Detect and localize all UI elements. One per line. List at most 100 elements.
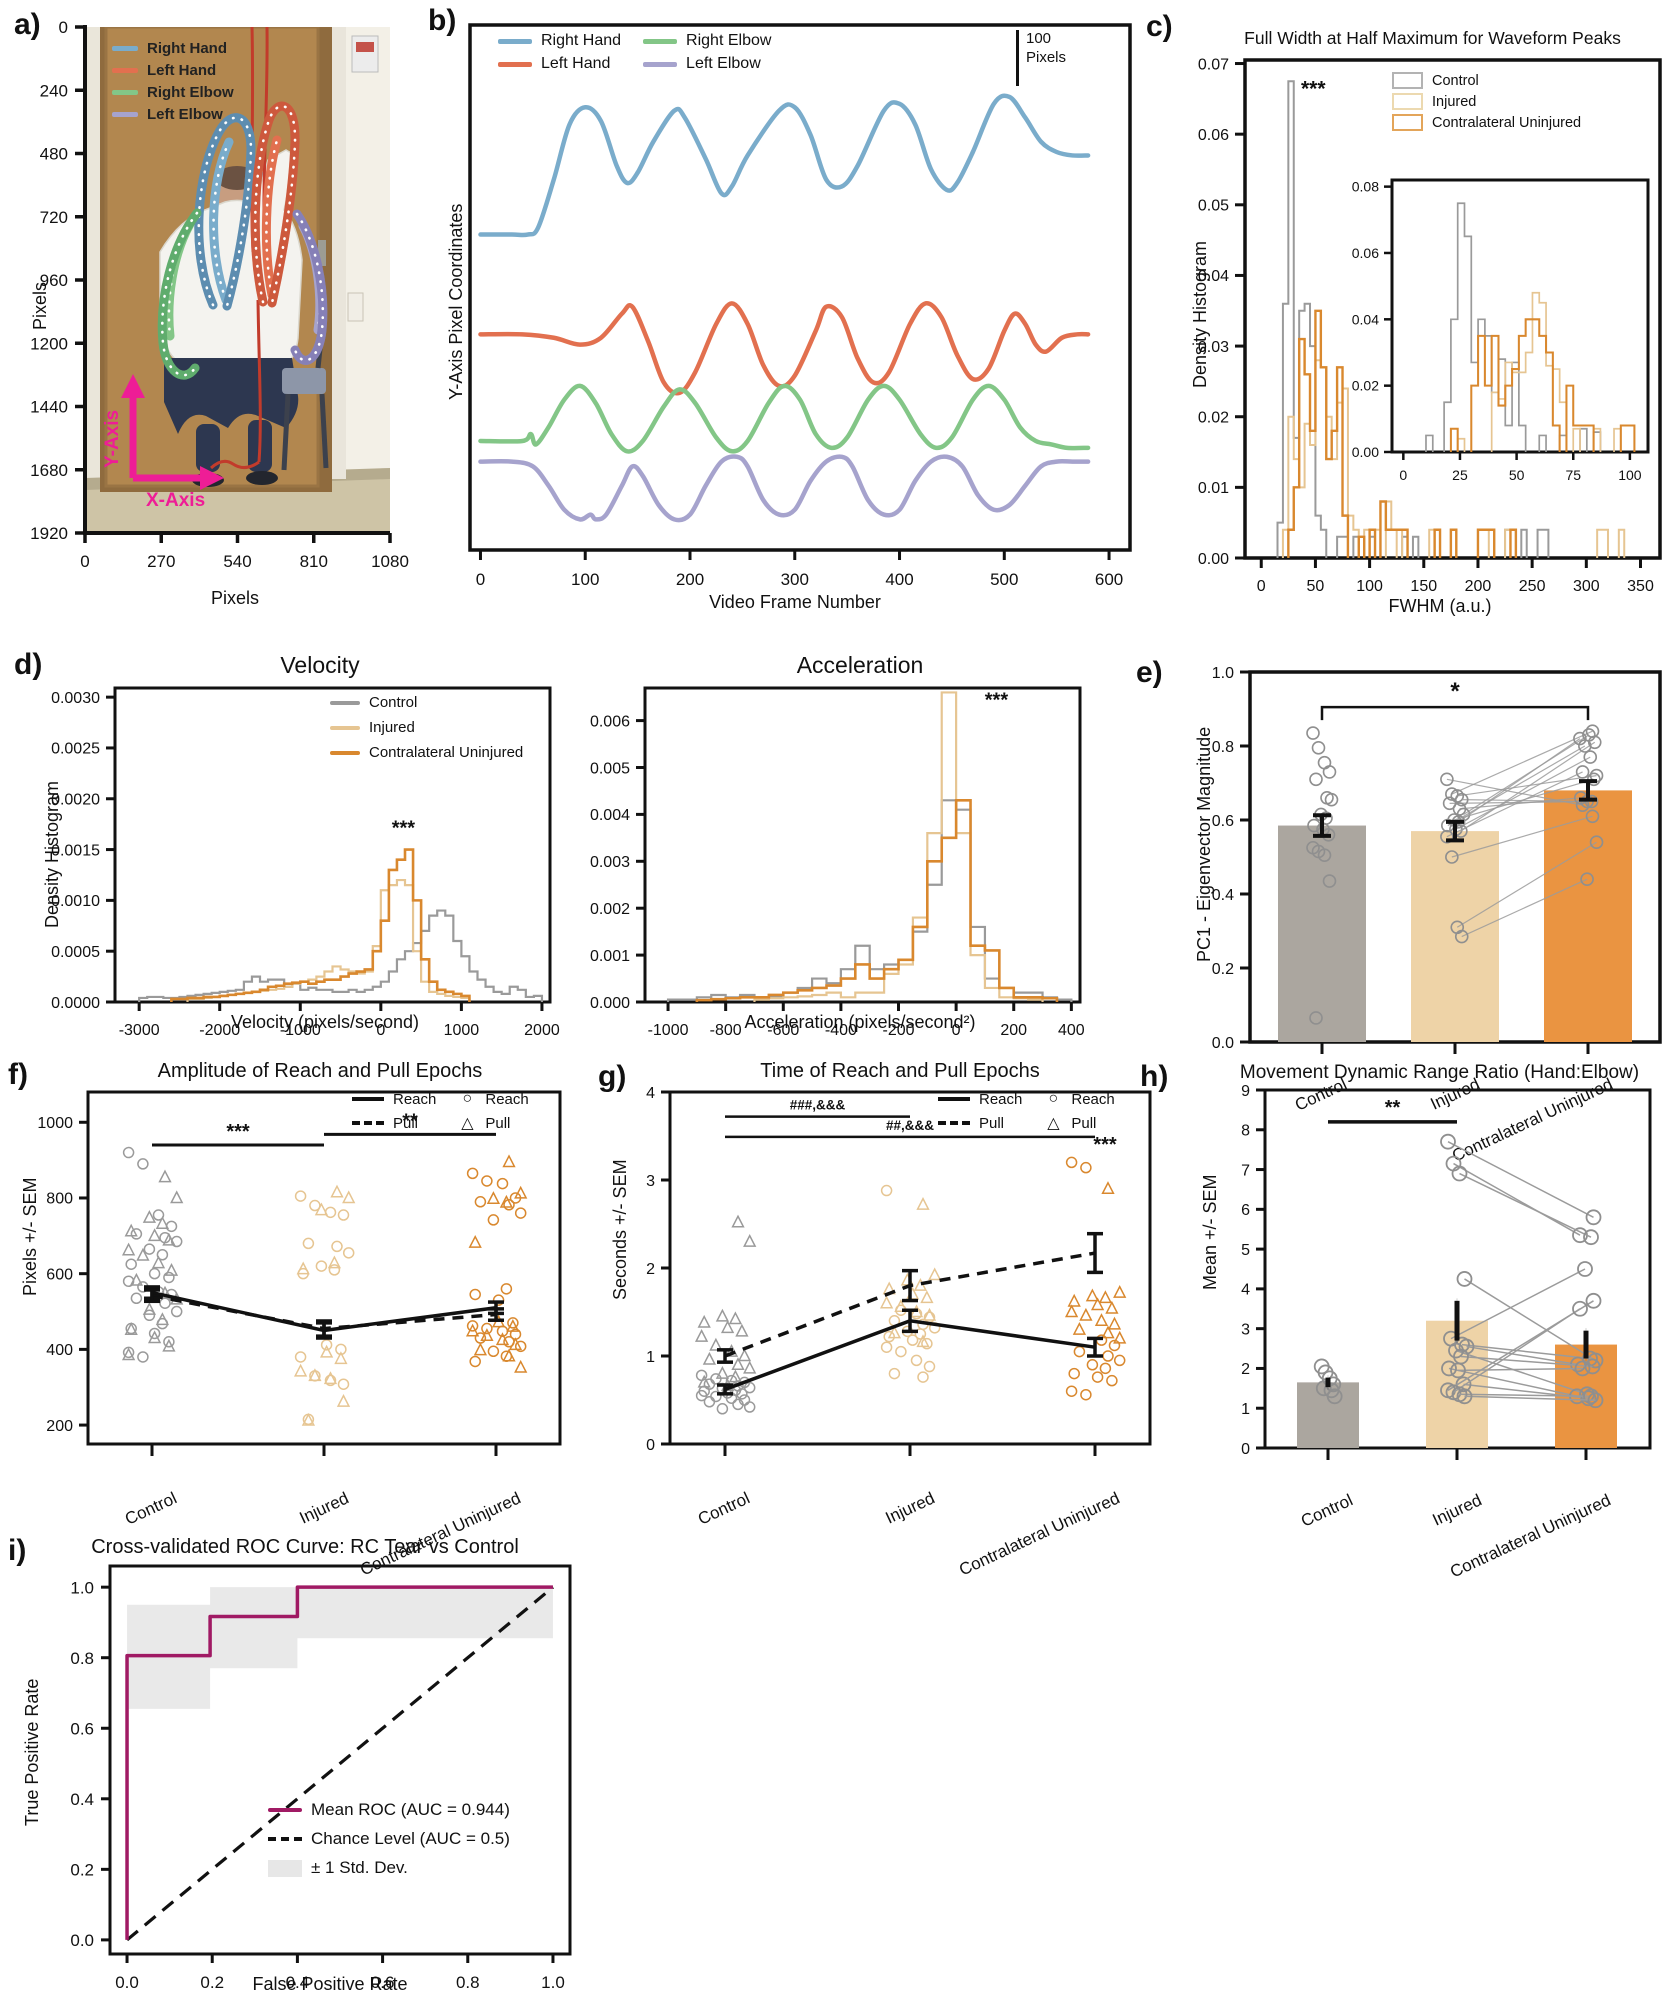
svg-text:25: 25 <box>1452 467 1468 483</box>
svg-text:Contralateral Uninjured: Contralateral Uninjured <box>956 1488 1122 1579</box>
svg-text:***: *** <box>1301 77 1326 100</box>
svg-text:300: 300 <box>1573 578 1600 595</box>
panel-d-acceleration-xlabel: Acceleration (pixels/second²) <box>744 1012 976 1032</box>
reach-line-icon <box>352 1097 384 1101</box>
panel-label-g: g) <box>598 1060 627 1093</box>
panel-label-d: d) <box>14 648 43 681</box>
svg-text:150: 150 <box>1410 578 1437 595</box>
panel-d-velocity-title: Velocity <box>280 652 360 678</box>
legend-item: Pull <box>352 1113 436 1133</box>
svg-text:6: 6 <box>1241 1202 1250 1219</box>
legend-label: Reach <box>979 1090 1023 1108</box>
panel-label-h: h) <box>1140 1060 1169 1093</box>
mean-roc-line-icon <box>268 1808 302 1812</box>
svg-text:Control: Control <box>1298 1490 1356 1530</box>
legend-item: Contralateral Uninjured <box>330 744 523 761</box>
svg-text:100: 100 <box>1356 578 1383 595</box>
legend-item: Right Hand <box>112 40 234 57</box>
svg-text:600: 600 <box>1095 570 1123 589</box>
left-hand-swatch-icon <box>498 61 532 67</box>
svg-text:3: 3 <box>646 1173 655 1190</box>
svg-text:0.003: 0.003 <box>590 854 630 871</box>
svg-text:200: 200 <box>1000 1022 1027 1039</box>
injured-line-icon <box>330 725 360 730</box>
legend-label: Left Elbow <box>147 106 223 123</box>
svg-text:###,&&&: ###,&&& <box>790 1098 846 1113</box>
panel-label-f: f) <box>8 1058 28 1091</box>
svg-text:-1000: -1000 <box>648 1022 689 1039</box>
legend-label: Reach <box>393 1090 437 1108</box>
svg-text:0.04: 0.04 <box>1352 311 1379 327</box>
svg-text:4: 4 <box>646 1085 655 1102</box>
svg-text:0.0005: 0.0005 <box>51 944 100 961</box>
scalebar-text: 100 Pixels <box>1026 30 1066 86</box>
panel-b-ylabel: Y-Axis Pixel Coordinates <box>446 203 466 400</box>
svg-text:0.8: 0.8 <box>1212 739 1234 756</box>
legend-item: ± 1 Std. Dev. <box>268 1858 510 1878</box>
svg-text:7: 7 <box>1241 1162 1250 1179</box>
svg-text:-400: -400 <box>825 1022 857 1039</box>
svg-text:1.0: 1.0 <box>541 1973 565 1992</box>
legend-item: Right Hand <box>498 32 621 50</box>
reach-circle-icon: ○ <box>462 1090 473 1107</box>
legend-label: Contralateral Uninjured <box>369 744 524 761</box>
legend-item: △ Pull <box>1044 1113 1114 1133</box>
svg-text:1080: 1080 <box>371 552 409 571</box>
svg-text:0.0015: 0.0015 <box>51 842 100 859</box>
svg-text:0.07: 0.07 <box>1198 56 1229 73</box>
svg-text:400: 400 <box>885 570 913 589</box>
svg-text:0: 0 <box>1241 1441 1250 1458</box>
svg-text:0: 0 <box>476 570 485 589</box>
svg-text:200: 200 <box>1465 578 1492 595</box>
control-box-icon <box>1392 72 1423 89</box>
pull-line-icon <box>352 1121 384 1125</box>
svg-text:1000: 1000 <box>444 1022 480 1039</box>
contralateral-line-icon <box>330 750 360 755</box>
control-line-icon <box>330 700 360 705</box>
svg-text:3: 3 <box>1241 1321 1250 1338</box>
svg-text:0.004: 0.004 <box>590 807 630 824</box>
svg-text:0.2: 0.2 <box>1212 961 1234 978</box>
svg-text:1: 1 <box>1241 1401 1250 1418</box>
legend-label: Pull <box>393 1114 419 1132</box>
legend-item: Contralateral Uninjured <box>1392 114 1581 131</box>
legend-item: Chance Level (AUC = 0.5) <box>268 1829 510 1849</box>
contralateral-box-icon <box>1392 114 1423 131</box>
panel-d-velocity-xlabel: Velocity (pixels/second) <box>230 1012 420 1032</box>
panel-d-legend: Control Injured Contralateral Uninjured <box>330 694 523 761</box>
panel-d-velocity-histogram: 0.0000 0.0005 0.0010 0.0015 0.0020 0.0025 0.00… <box>51 686 560 1039</box>
svg-text:-3000: -3000 <box>119 1022 160 1039</box>
svg-text:75: 75 <box>1565 467 1581 483</box>
svg-text:350: 350 <box>1627 578 1654 595</box>
svg-text:9: 9 <box>1241 1083 1250 1100</box>
legend-item: Mean ROC (AUC = 0.944) <box>268 1800 510 1820</box>
panel-g-title: Time of Reach and Pull Epochs <box>760 1060 1040 1082</box>
legend-item: Right Elbow <box>643 32 771 50</box>
svg-text:Y-Axis: Y-Axis <box>102 410 123 468</box>
svg-text:0: 0 <box>1399 467 1407 483</box>
legend-item: Left Hand <box>498 55 621 73</box>
svg-text:0.04: 0.04 <box>1198 268 1229 285</box>
legend-label: Right Elbow <box>147 84 234 101</box>
svg-text:Control: Control <box>122 1488 180 1528</box>
svg-text:0.2: 0.2 <box>200 1973 224 1992</box>
svg-text:Injured: Injured <box>883 1488 938 1527</box>
svg-text:0.02: 0.02 <box>1352 378 1379 394</box>
scalebar-value: 100 <box>1026 30 1052 47</box>
legend-label: Control <box>369 694 418 711</box>
svg-text:0.05: 0.05 <box>1198 198 1229 215</box>
std-dev-band-icon <box>268 1859 302 1877</box>
svg-text:0.0010: 0.0010 <box>51 893 100 910</box>
svg-text:540: 540 <box>223 552 251 571</box>
svg-text:***: *** <box>1093 1134 1117 1156</box>
svg-text:400: 400 <box>1058 1022 1085 1039</box>
panel-b-scalebar: 100 Pixels <box>1016 30 1066 86</box>
legend-label: Injured <box>369 719 415 736</box>
legend-label: Pull <box>1071 1114 1097 1132</box>
svg-text:0.08: 0.08 <box>1352 179 1379 195</box>
svg-text:1.0: 1.0 <box>1212 665 1234 682</box>
svg-text:0.03: 0.03 <box>1198 339 1229 356</box>
legend-item: ○ Reach <box>1044 1090 1115 1108</box>
panel-c-ylabel: Density Histogram <box>1190 240 1210 388</box>
svg-text:*: * <box>1450 678 1460 705</box>
